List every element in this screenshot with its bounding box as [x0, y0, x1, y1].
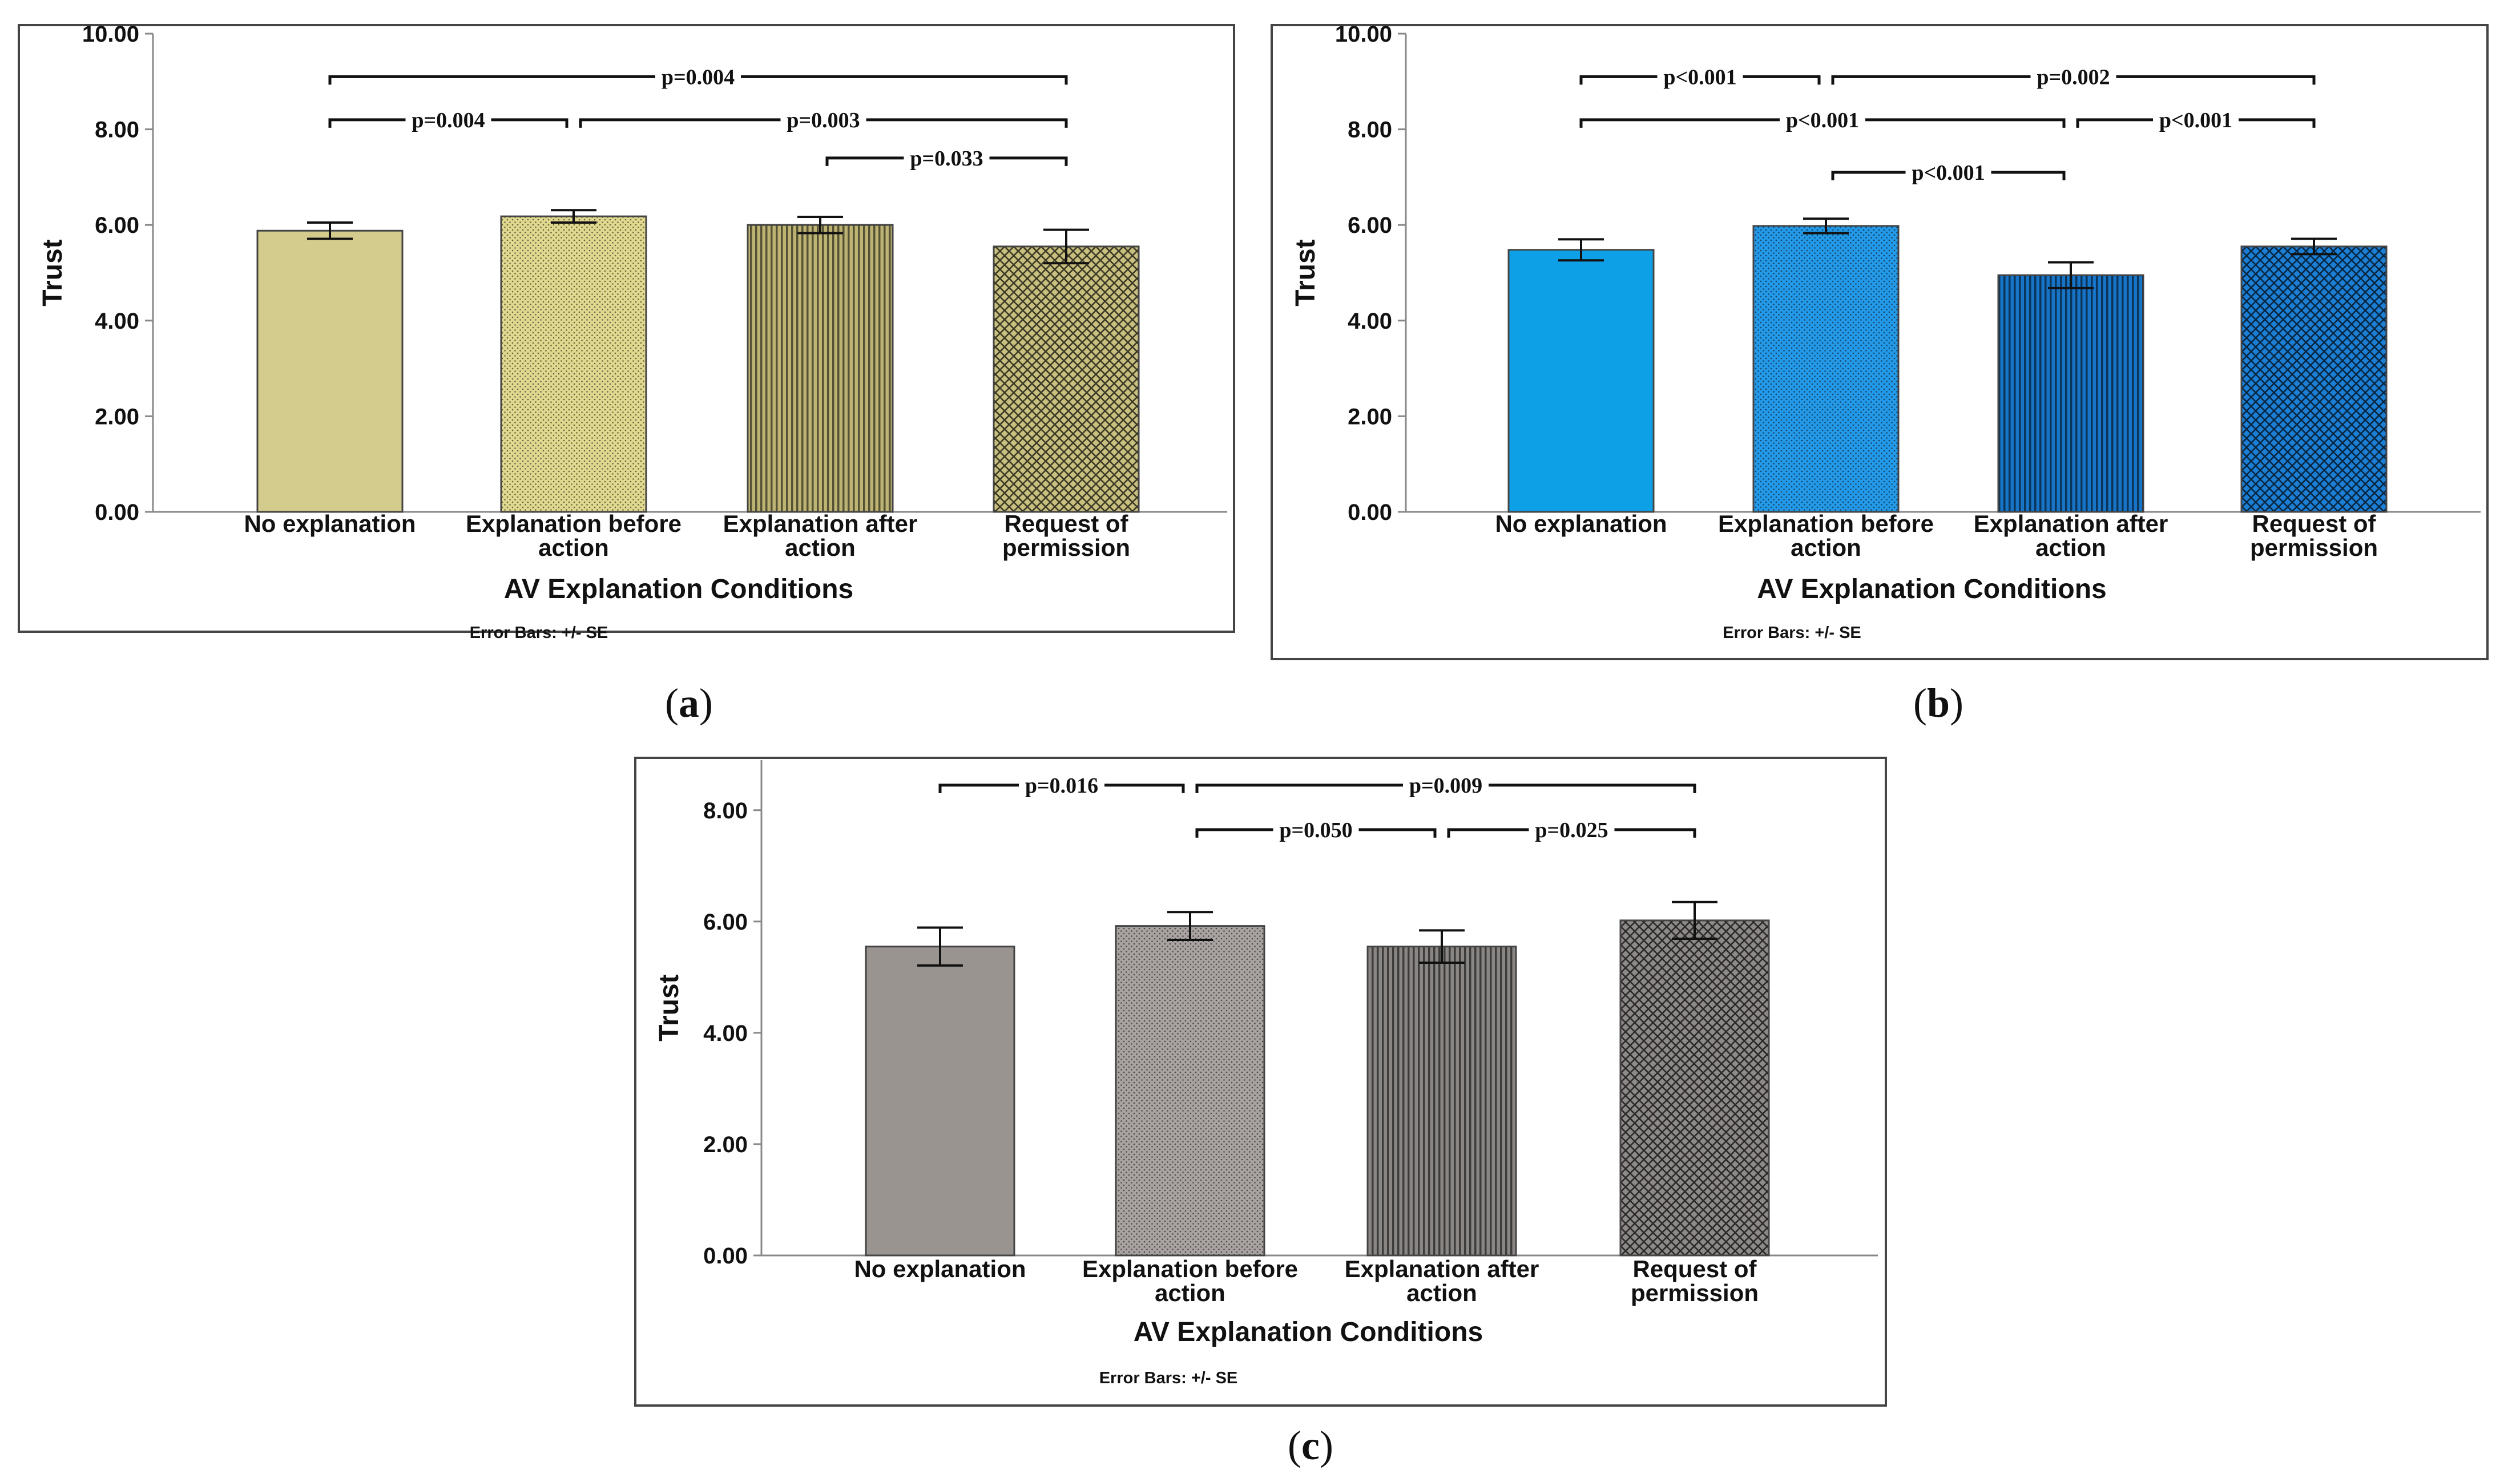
- significance-bracket: [579, 118, 1068, 128]
- bar: [747, 224, 894, 513]
- bar: [1115, 925, 1265, 1257]
- error-bar: [1419, 929, 1465, 964]
- error-bar: [1167, 911, 1213, 942]
- y-tick-label: 0.00: [703, 1243, 748, 1269]
- significance-bracket: [1579, 118, 2066, 128]
- bar: [256, 229, 404, 513]
- significance-label: p=0.002: [2037, 65, 2110, 89]
- bar: [1619, 919, 1770, 1257]
- x-category-label: Request of permission: [1631, 1255, 1759, 1306]
- panel-b-chart: 0.00 2.00 4.00 6.00 8.00 10.00 Trust No explana…: [1271, 22, 2489, 726]
- significance-bracket: [1831, 171, 2066, 181]
- error-bar-note: Error Bars: +/- SE: [1099, 1369, 1238, 1387]
- error-bar: [2291, 237, 2337, 256]
- error-bar: [1043, 228, 1089, 265]
- significance-bracket: [1831, 75, 2316, 85]
- significance-label: p=0.050: [1279, 818, 1352, 842]
- bar: [1366, 946, 1517, 1257]
- significance-label: p<0.001: [1786, 108, 1859, 132]
- x-category-label: Request of permission: [1002, 510, 1130, 561]
- x-category-label: Explanation after action: [1974, 510, 2168, 561]
- significance-bracket: [938, 784, 1185, 793]
- y-tick-label: 2.00: [95, 404, 139, 429]
- y-tick-label: 10.00: [82, 22, 139, 47]
- panel-caption: (a): [665, 680, 713, 726]
- x-axis-title: AV Explanation Conditions: [1757, 574, 2106, 604]
- x-category-label: Explanation before action: [1718, 510, 1934, 561]
- y-tick-label: 6.00: [1348, 213, 1392, 238]
- bar: [1507, 249, 1655, 513]
- panel-caption: (c): [1288, 1423, 1333, 1468]
- y-tick-label: 2.00: [703, 1132, 748, 1157]
- significance-bracket: [328, 75, 1068, 85]
- y-axis-title: Trust: [1291, 239, 1321, 306]
- significance-bracket: [1195, 784, 1696, 793]
- significance-bracket: [825, 156, 1068, 166]
- significance-label: p=0.004: [662, 65, 735, 89]
- x-category-label: Explanation after action: [1345, 1255, 1539, 1306]
- x-category-label: Explanation after action: [723, 510, 918, 561]
- x-category-label: No explanation: [244, 510, 416, 537]
- y-axis-title: Trust: [38, 239, 68, 306]
- panel-a-chart: 0.00 2.00 4.00 6.00 8.00 10.00 Trust No explana…: [18, 22, 1235, 726]
- significance-label: p=0.025: [1535, 818, 1608, 842]
- x-axis-title: AV Explanation Conditions: [1134, 1317, 1483, 1347]
- error-bar: [917, 926, 963, 967]
- x-category-label: No explanation: [854, 1255, 1026, 1282]
- y-tick-label: 8.00: [1348, 118, 1392, 143]
- y-tick-label: 6.00: [703, 910, 748, 935]
- x-category-label: Explanation before action: [466, 510, 682, 561]
- x-axis-title: AV Explanation Conditions: [504, 574, 853, 604]
- panel-c-chart: 0.00 2.00 4.00 6.00 8.00 Trust No explanation E…: [634, 757, 1887, 1468]
- significance-label: p<0.001: [1663, 65, 1736, 89]
- bar: [2240, 245, 2388, 513]
- error-bar: [551, 209, 596, 224]
- significance-label: p<0.001: [2159, 108, 2232, 132]
- significance-label: p=0.004: [412, 108, 485, 132]
- significance-label: p=0.003: [787, 108, 860, 132]
- bar: [865, 946, 1015, 1257]
- y-tick-label: 4.00: [703, 1021, 748, 1046]
- x-category-label: Explanation before action: [1082, 1255, 1298, 1306]
- panel-caption: (b): [1913, 680, 1963, 726]
- y-tick-label: 2.00: [1348, 404, 1392, 429]
- error-bar-note: Error Bars: +/- SE: [1723, 624, 1861, 642]
- error-bar: [1558, 238, 1604, 262]
- error-bar: [1803, 217, 1849, 235]
- y-tick-label: 0.00: [95, 500, 139, 525]
- significance-bracket: [1447, 828, 1696, 838]
- y-tick-label: 4.00: [95, 309, 139, 334]
- y-tick-label: 8.00: [95, 118, 139, 143]
- y-tick-label: 4.00: [1348, 309, 1392, 334]
- significance-bracket: [2076, 118, 2316, 128]
- bar: [1752, 225, 1900, 513]
- significance-bracket: [328, 118, 568, 128]
- significance-label: p=0.016: [1025, 774, 1098, 798]
- bar: [1997, 274, 2144, 513]
- x-category-label: Request of permission: [2250, 510, 2378, 561]
- bar: [500, 215, 647, 513]
- significance-label: p=0.009: [1409, 774, 1482, 798]
- significance-label: p<0.001: [1912, 161, 1985, 185]
- error-bar: [1672, 900, 1717, 940]
- error-bar: [2048, 261, 2094, 289]
- significance-label: p=0.033: [910, 147, 983, 171]
- error-bar: [307, 221, 353, 240]
- significance-bracket: [1579, 75, 1821, 85]
- bar: [993, 245, 1140, 513]
- y-tick-label: 10.00: [1335, 22, 1392, 47]
- error-bar: [797, 215, 843, 235]
- y-tick-label: 6.00: [95, 213, 139, 238]
- significance-bracket: [1195, 828, 1437, 838]
- error-bar-note: Error Bars: +/- SE: [470, 624, 608, 642]
- y-tick-label: 0.00: [1348, 500, 1392, 525]
- y-tick-label: 8.00: [703, 798, 748, 823]
- x-category-label: No explanation: [1495, 510, 1667, 537]
- y-axis-title: Trust: [654, 974, 684, 1041]
